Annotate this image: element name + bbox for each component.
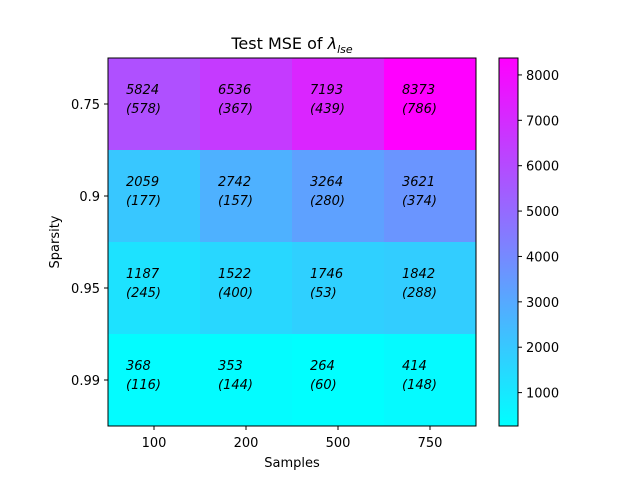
colorbar-tick-label: 8000 xyxy=(526,69,559,84)
cell-value-label: 1187 xyxy=(126,267,160,282)
cell-value-label: 5824 xyxy=(126,83,159,98)
colorbar xyxy=(498,57,519,427)
cell-value-label: 6536 xyxy=(218,83,251,98)
cell-value-label: 1522 xyxy=(218,267,251,282)
chart-title-text: Test MSE of xyxy=(230,34,327,53)
cell-std-label: (157) xyxy=(218,194,253,209)
cell-std-label: (148) xyxy=(402,378,437,393)
cell-value-label: 1746 xyxy=(310,267,343,282)
cell-std-label: (288) xyxy=(402,286,437,301)
plot-frame xyxy=(107,57,477,427)
heatmap-cell xyxy=(292,150,385,243)
chart-title: Test MSE of λlse xyxy=(230,34,353,56)
y-tick-label: 0.9 xyxy=(79,190,100,205)
heatmap-cell xyxy=(384,242,477,335)
cell-value-label: 368 xyxy=(126,359,151,374)
cell-value-label: 3621 xyxy=(402,175,435,190)
cell-value-label: 1842 xyxy=(402,267,435,282)
heatmap-cell xyxy=(384,334,477,427)
cell-std-label: (60) xyxy=(310,378,337,393)
cell-std-label: (245) xyxy=(126,286,161,301)
colorbar-tick-label: 6000 xyxy=(526,160,559,175)
cell-value-label: 3264 xyxy=(310,175,343,190)
x-tick-label: 200 xyxy=(234,436,259,451)
cell-value-label: 7193 xyxy=(310,83,343,98)
x-tick-label: 500 xyxy=(326,436,351,451)
y-tick-label: 0.75 xyxy=(71,98,100,113)
heatmap-cell xyxy=(384,58,477,151)
chart-title-symbol: λ xyxy=(327,34,337,53)
heatmap-cell xyxy=(292,242,385,335)
heatmap-cell xyxy=(200,58,293,151)
x-tick-label: 100 xyxy=(142,436,167,451)
colorbar-tick-label: 7000 xyxy=(526,114,559,129)
cell-value-label: 264 xyxy=(310,359,335,374)
cell-value-label: 2059 xyxy=(126,175,159,190)
colorbar-tick-label: 5000 xyxy=(526,205,559,220)
colorbar-tick-label: 1000 xyxy=(526,387,559,402)
colorbar-tick-label: 3000 xyxy=(526,296,559,311)
cell-std-label: (439) xyxy=(310,102,345,117)
heatmap-cell xyxy=(108,58,201,151)
heatmap-cell xyxy=(384,150,477,243)
cell-std-label: (400) xyxy=(218,286,253,301)
cell-std-label: (786) xyxy=(402,102,437,117)
cell-value-label: 2742 xyxy=(218,175,251,190)
heatmap-cell xyxy=(200,150,293,243)
cell-value-label: 414 xyxy=(402,359,427,374)
cell-value-label: 353 xyxy=(218,359,243,374)
x-tick-label: 750 xyxy=(418,436,443,451)
cell-value-label: 8373 xyxy=(402,83,435,98)
y-axis-ticks: 0.75 0.9 0.95 0.99 xyxy=(71,98,108,389)
heatmap-cells xyxy=(108,58,477,427)
heatmap-cell-labels: 5824 (578) 6536 (367) 7193 (439) 8373 (786) 2059… xyxy=(126,83,437,393)
heatmap-cell xyxy=(108,334,201,427)
x-axis-label: Samples xyxy=(264,456,320,471)
chart-title-subscript: lse xyxy=(337,43,353,56)
colorbar-tick-label: 4000 xyxy=(526,250,559,265)
colorbar-tick-label: 2000 xyxy=(526,341,559,356)
cell-std-label: (578) xyxy=(126,102,161,117)
heatmap-cell xyxy=(292,334,385,427)
cell-std-label: (116) xyxy=(126,378,161,393)
heatmap-cell xyxy=(108,150,201,243)
heatmap-cell xyxy=(108,242,201,335)
cell-std-label: (144) xyxy=(218,378,253,393)
cell-std-label: (374) xyxy=(402,194,437,209)
heatmap-cell xyxy=(200,334,293,427)
y-tick-label: 0.95 xyxy=(71,282,100,297)
cell-std-label: (280) xyxy=(310,194,345,209)
colorbar-ticks: 1000 2000 3000 4000 5000 6000 7000 8000 xyxy=(518,69,559,402)
heatmap-cell xyxy=(292,58,385,151)
cell-std-label: (177) xyxy=(126,194,161,209)
x-axis-ticks: 100 200 500 750 xyxy=(142,426,443,451)
cell-std-label: (53) xyxy=(310,286,337,301)
cell-std-label: (367) xyxy=(218,102,253,117)
y-axis-label: Sparsity xyxy=(48,215,63,268)
heatmap-cell xyxy=(200,242,293,335)
y-tick-label: 0.99 xyxy=(71,374,100,389)
